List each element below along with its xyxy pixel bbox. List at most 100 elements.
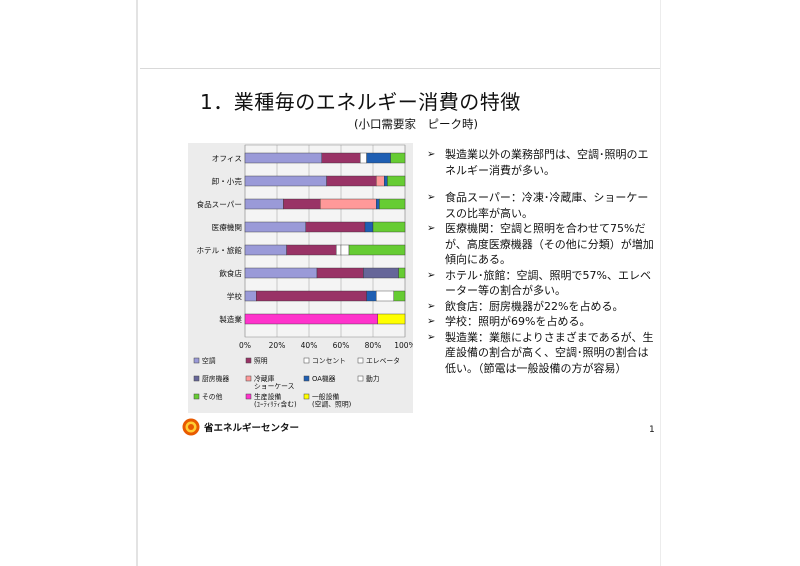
bar-segment bbox=[366, 290, 377, 302]
bar-segment bbox=[326, 175, 377, 187]
bullet-item: ➢ 食品スーパー：冷凍･冷蔵庫、ショーケースの比率が高い。 bbox=[427, 190, 657, 221]
bar-segment bbox=[379, 198, 406, 210]
slide-title: 1．業種毎のエネルギー消費の特徴 bbox=[200, 90, 521, 114]
bar-segment bbox=[244, 267, 318, 279]
bar-segment bbox=[398, 267, 406, 279]
bullet-text: 製造業以外の業務部門は、空調･照明のエネルギー消費が多い。 bbox=[445, 148, 649, 177]
x-tick-label: 20% bbox=[269, 341, 286, 350]
legend-label: その他 bbox=[202, 392, 223, 401]
x-tick-label: 40% bbox=[301, 341, 318, 350]
bullet-arrow-icon: ➢ bbox=[427, 300, 436, 312]
bar-segment bbox=[377, 313, 406, 325]
bar-segment bbox=[244, 221, 306, 233]
bullet-arrow-icon: ➢ bbox=[427, 223, 436, 234]
logo-text: 省エネルギーセンター bbox=[204, 423, 300, 434]
bar-segment bbox=[375, 175, 385, 187]
category-label: ホテル・旅館 bbox=[196, 245, 242, 255]
bar-segment bbox=[393, 290, 406, 302]
bar-segment bbox=[363, 267, 399, 279]
x-tick-label: 0% bbox=[239, 341, 251, 350]
legend-label: コンセント bbox=[312, 357, 346, 365]
legend-label: (ﾕｰﾃｨﾘﾃｨ含む) bbox=[254, 400, 297, 409]
x-tick-label: 60% bbox=[333, 341, 350, 350]
bullet-text: ホテル･旅館：空調、照明で57%、エレベーター等の割合が多い。 bbox=[445, 268, 651, 298]
bar-segment bbox=[375, 198, 380, 210]
category-label: 製造業 bbox=[219, 314, 242, 324]
bullet-arrow-icon: ➢ bbox=[427, 192, 436, 203]
bullet-item: ➢ 製造業：業態によりさまざまであるが、生産設備の割合が高く、空調･照明の割合は低… bbox=[427, 330, 657, 377]
legend-label: 厨房機器 bbox=[202, 374, 229, 383]
logo-icon bbox=[182, 418, 200, 436]
bar-segment bbox=[375, 290, 394, 302]
bar-segment bbox=[372, 221, 406, 233]
category-label: オフィス bbox=[212, 154, 242, 163]
legend-label: (空調、照明) bbox=[312, 400, 352, 409]
bar-segment bbox=[340, 244, 350, 256]
plot-area bbox=[244, 144, 406, 338]
bar-segment bbox=[335, 244, 342, 256]
chart-panel: 0% 20% 40% 60% 80% 100% オフィス卸・小売食品スーパー医療機関ホテル・… bbox=[188, 143, 416, 413]
legend-label: 動力 bbox=[366, 374, 380, 383]
bar-segment bbox=[244, 175, 327, 187]
legend-swatch bbox=[245, 393, 252, 400]
bar-segment bbox=[390, 152, 406, 164]
x-tick-label: 100% bbox=[394, 341, 413, 350]
legend-label: 空調 bbox=[202, 356, 216, 365]
bullet-text: 飲食店：厨房機器が22%を占める。 bbox=[445, 299, 624, 313]
legend-swatch bbox=[193, 357, 200, 364]
category-label: 食品スーパー bbox=[197, 199, 243, 209]
legend-swatch bbox=[245, 375, 252, 382]
page-number: 1 bbox=[649, 425, 655, 435]
bar-segment bbox=[383, 175, 388, 187]
bullet-text: 製造業：業態によりさまざまであるが、生産設備の割合が高く、空調･照明の割合は低い… bbox=[445, 330, 654, 375]
bullet-item: ➢ 医療機関：空調と照明を合わせて75%だが、高度医療機器（その他に分類）が増加傾… bbox=[427, 221, 657, 268]
bullet-list: ➢ 製造業以外の業務部門は、空調･照明のエネルギー消費が多い。 ➢ 食品スーパー：冷凍… bbox=[427, 147, 657, 376]
bullet-arrow-icon: ➢ bbox=[427, 331, 436, 343]
category-label: 学校 bbox=[227, 291, 243, 301]
legend-label: エレベータ bbox=[366, 356, 400, 365]
legend-swatch bbox=[193, 393, 200, 400]
bullet-item: ➢ 学校：照明が69%を占める。 bbox=[427, 314, 657, 330]
bullet-item: ➢ 製造業以外の業務部門は、空調･照明のエネルギー消費が多い。 bbox=[427, 147, 657, 178]
legend-swatch bbox=[303, 357, 310, 364]
bar-segment bbox=[366, 152, 391, 164]
legend-swatch bbox=[303, 375, 310, 382]
bar-segment bbox=[364, 221, 374, 233]
slide-subtitle: (小口需要家 ピーク時) bbox=[354, 117, 478, 131]
bar-segment bbox=[305, 221, 366, 233]
bullet-arrow-icon: ➢ bbox=[427, 316, 436, 327]
legend-swatch bbox=[357, 375, 364, 382]
bar-segment bbox=[244, 313, 379, 325]
legend-swatch bbox=[193, 375, 200, 382]
bullet-text: 学校：照明が69%を占める。 bbox=[445, 315, 591, 328]
legend-label: 照明 bbox=[254, 357, 268, 365]
stacked-bar-chart: 0% 20% 40% 60% 80% 100% オフィス卸・小売食品スーパー医療機関ホテル・… bbox=[193, 144, 416, 409]
legend-label: 一般設備 bbox=[312, 392, 339, 401]
bar-segment bbox=[387, 175, 406, 187]
bullet-arrow-icon: ➢ bbox=[427, 149, 436, 160]
scan-edge-right bbox=[660, 0, 661, 566]
bar-segment bbox=[348, 244, 406, 256]
legend-label: OA機器 bbox=[312, 374, 336, 383]
legend-label: 生産設備 bbox=[254, 392, 281, 401]
slide-top-rule bbox=[140, 68, 660, 69]
bullet-text: 医療機関：空調と照明を合わせて75%だが、高度医療機器（その他に分類）が増加傾向… bbox=[445, 222, 654, 266]
bar-segment bbox=[244, 152, 323, 164]
bar-segment bbox=[286, 244, 337, 256]
bullet-text: 食品スーパー：冷凍･冷蔵庫、ショーケースの比率が高い。 bbox=[445, 191, 649, 220]
bullet-item: ➢ ホテル･旅館：空調、照明で57%、エレベーター等の割合が多い。 bbox=[427, 268, 657, 299]
category-label: 医療機関 bbox=[212, 222, 242, 232]
legend-label: ショーケース bbox=[254, 383, 295, 391]
bar-segment bbox=[359, 152, 367, 164]
bar-segment bbox=[316, 267, 364, 279]
legend-swatch bbox=[357, 357, 364, 364]
bullet-item: ➢ 飲食店：厨房機器が22%を占める。 bbox=[427, 299, 657, 315]
bar-segment bbox=[283, 198, 321, 210]
legend-swatch bbox=[245, 357, 252, 364]
bar-segment bbox=[244, 244, 287, 256]
bar-segment bbox=[319, 198, 377, 210]
bar-segment bbox=[244, 290, 257, 302]
legend-swatch bbox=[303, 393, 310, 400]
category-label: 卸・小売 bbox=[212, 176, 243, 186]
bar-segment bbox=[321, 152, 361, 164]
